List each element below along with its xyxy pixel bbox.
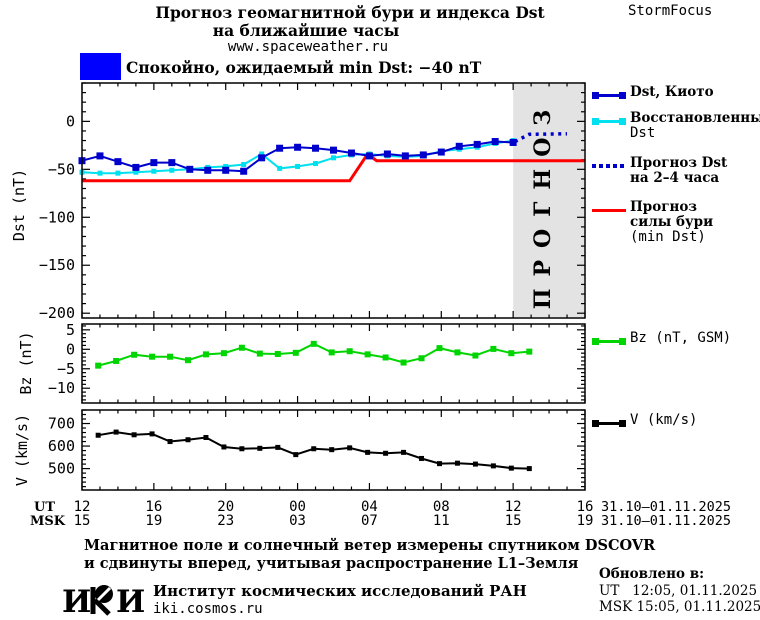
date-range-ut: 31.10–01.11.2025 xyxy=(601,499,732,515)
v-panel-border xyxy=(81,409,586,491)
dst-panel-ytick-label: −200 xyxy=(39,304,75,322)
legend-item: Dst, Киото xyxy=(592,85,714,101)
msk-tick-label: 03 xyxy=(289,513,306,529)
msk-tick-label: 19 xyxy=(145,513,163,529)
legend-label: Прогноз силы бури (min Dst) xyxy=(630,199,714,245)
storm-level-text: Спокойно, ожидаемый min Dst: −40 nT xyxy=(126,58,482,77)
v-panel: 700 600 500 V (km/s) xyxy=(13,409,586,491)
svg-text:И: И xyxy=(116,584,144,617)
dst-panel-axis-title: Dst (nT) xyxy=(10,169,28,241)
series--dst-2-4- xyxy=(514,132,568,144)
footer-note-line1: Магнитное поле и солнечный ветер измерен… xyxy=(84,537,656,554)
msk-row-label: MSK xyxy=(30,514,66,529)
forecast-region-label: ПРОГНОЗ xyxy=(530,98,556,310)
page-title-line1: Прогноз геомагнитной бури и индекса Dst xyxy=(155,3,545,22)
svg-text:И: И xyxy=(62,584,91,617)
bz-panel-axis-title: Bz (nT) xyxy=(17,331,35,394)
msk-tick-label: 11 xyxy=(432,513,450,529)
dst-panel: ПРОГНОЗ 0 −50 −100 −150 −200 Dst (nT) xyxy=(10,82,586,322)
legend-label: Dst, Киото xyxy=(630,84,714,100)
ut-tick-label: 20 xyxy=(217,499,235,515)
institute-site: iki.cosmos.ru xyxy=(153,601,263,617)
ut-tick-label: 12 xyxy=(73,499,91,515)
footer-note-line2: и сдвинуты вперед, учитывая распростране… xyxy=(84,555,579,572)
updated-ut: UT 12:05, 01.11.2025 xyxy=(599,583,758,599)
brand-label: StormFocus xyxy=(628,3,713,19)
bz-panel-ytick-label: −5 xyxy=(57,360,75,378)
ut-tick-label: 16 xyxy=(576,499,594,515)
msk-tick-label: 23 xyxy=(217,513,235,529)
msk-tick-label: 15 xyxy=(73,513,91,529)
series-bz-nt-gsm- xyxy=(95,340,533,369)
series--dst xyxy=(79,138,516,176)
legend-label: Прогноз Dst на 2–4 часа xyxy=(630,155,728,186)
bz-panel-ytick-label: 0 xyxy=(66,340,75,358)
legend-swatch xyxy=(592,89,626,101)
legend-swatch xyxy=(592,417,626,429)
institute-name: Институт космических исследований РАН xyxy=(153,582,527,600)
legend-swatch xyxy=(592,160,626,172)
legend-swatch xyxy=(592,335,626,347)
updated-label: Обновлено в: xyxy=(599,566,705,582)
ut-tick-label: 00 xyxy=(289,499,306,515)
msk-tick-label: 15 xyxy=(504,513,522,529)
bz-panel-ytick-label: −10 xyxy=(48,379,75,397)
series-v-km-s- xyxy=(95,429,532,472)
bz-panel: 50 −5−10 Bz (nT) xyxy=(17,321,586,404)
dst-panel-ytick-label: −100 xyxy=(39,208,75,226)
dst-panel-ytick-label: −150 xyxy=(39,256,75,274)
legend-item: Bz (nT, GSM) xyxy=(592,331,731,347)
msk-tick-label: 19 xyxy=(576,513,594,529)
legend-item: Прогноз силы бури (min Dst) xyxy=(592,200,713,245)
dst-panel-border xyxy=(81,82,586,319)
legend-label: Bz (nT, GSM) xyxy=(630,330,732,346)
iki-logo: И И xyxy=(62,584,144,617)
bz-panel-border xyxy=(81,323,586,404)
page-title-line2: на ближайшие часы xyxy=(212,21,400,40)
dst-panel-ytick-label: −50 xyxy=(48,160,75,178)
storm-level-swatch xyxy=(80,53,121,80)
v-panel-axis-title: V (km/s) xyxy=(13,414,31,486)
v-panel-ytick-label: 700 xyxy=(48,415,75,433)
legend-item: Прогноз Dst на 2–4 часа xyxy=(592,156,727,186)
ut-tick-label: 16 xyxy=(145,499,163,515)
website-link: www.spaceweather.ru xyxy=(227,39,389,55)
legend-item: V (km/s) xyxy=(592,413,697,429)
date-range-msk: 31.10–01.11.2025 xyxy=(601,513,732,529)
legend-label: V (km/s) xyxy=(630,412,698,428)
ut-tick-label: 12 xyxy=(504,499,522,515)
legend-swatch xyxy=(592,204,626,216)
dst-panel-ytick-label: 0 xyxy=(66,112,75,130)
updated-msk: MSK 15:05, 01.11.2025 xyxy=(599,599,760,615)
legend-label: Восстановленный Dst xyxy=(630,110,760,141)
legend-swatch xyxy=(592,115,626,127)
ut-tick-label: 08 xyxy=(432,499,450,515)
v-panel-ytick-label: 600 xyxy=(48,437,75,455)
v-panel-ytick-label: 500 xyxy=(48,460,75,478)
dst-panel-ticks xyxy=(81,82,586,318)
bz-panel-ytick-label: 5 xyxy=(66,321,75,339)
msk-tick-label: 07 xyxy=(360,513,378,529)
legend-item: Восстановленный Dst xyxy=(592,111,760,141)
series-dst- xyxy=(78,138,517,175)
bz-panel-ticks xyxy=(81,324,586,403)
forecast-region xyxy=(513,84,584,317)
ut-row-label: UT xyxy=(34,500,56,515)
ut-tick-label: 04 xyxy=(360,499,378,515)
